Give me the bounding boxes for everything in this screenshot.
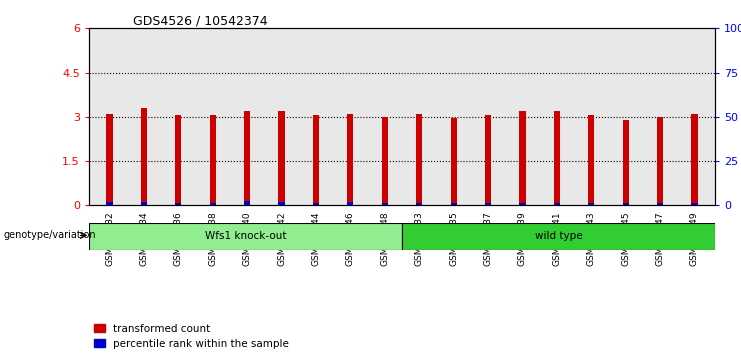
Bar [107, 202, 113, 205]
Bar [657, 203, 663, 205]
Text: genotype/variation: genotype/variation [4, 230, 96, 240]
Text: wild type: wild type [535, 231, 582, 241]
Bar [348, 202, 353, 205]
Bar [622, 120, 628, 205]
Bar [107, 114, 113, 205]
Bar [176, 115, 182, 205]
Bar [402, 223, 715, 250]
Bar [485, 115, 491, 205]
Bar [141, 202, 147, 205]
Bar [588, 115, 594, 205]
Text: GDS4526 / 10542374: GDS4526 / 10542374 [133, 14, 268, 27]
Bar [416, 114, 422, 205]
Bar [657, 117, 663, 205]
Bar [313, 115, 319, 205]
Bar [382, 203, 388, 205]
Bar [279, 111, 285, 205]
Bar [348, 114, 353, 205]
Bar [244, 201, 250, 205]
Bar [89, 223, 402, 250]
Bar [554, 203, 560, 205]
Text: Wfs1 knock-out: Wfs1 knock-out [205, 231, 286, 241]
Bar [210, 115, 216, 205]
Bar [485, 203, 491, 205]
Bar [588, 203, 594, 205]
Bar [519, 203, 525, 205]
Bar [519, 111, 525, 205]
Bar [279, 202, 285, 205]
Bar [176, 203, 182, 205]
Bar [313, 203, 319, 205]
Bar [416, 203, 422, 205]
Bar [451, 118, 456, 205]
Legend: transformed count, percentile rank within the sample: transformed count, percentile rank withi… [94, 324, 289, 349]
Bar [210, 203, 216, 205]
Bar [382, 117, 388, 205]
Bar [691, 203, 697, 205]
Bar [451, 203, 456, 205]
Bar [554, 111, 560, 205]
Bar [141, 108, 147, 205]
Bar [691, 114, 697, 205]
Bar [622, 203, 628, 205]
Bar [244, 111, 250, 205]
